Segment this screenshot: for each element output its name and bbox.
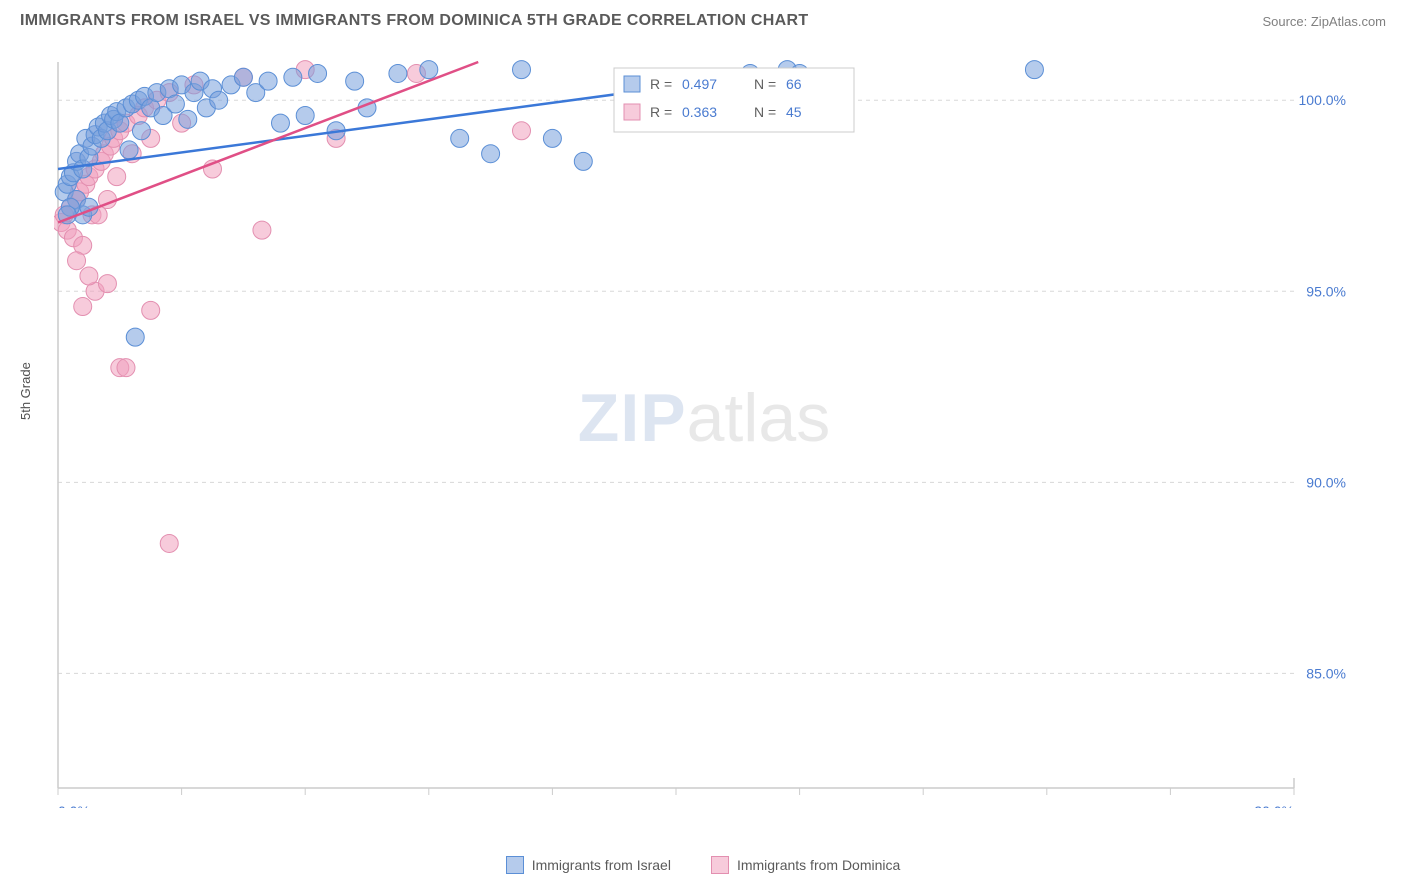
- source-attribution: Source: ZipAtlas.com: [1262, 14, 1386, 29]
- svg-text:100.0%: 100.0%: [1299, 92, 1346, 108]
- y-axis-title: 5th Grade: [18, 362, 33, 420]
- svg-text:N =: N =: [754, 76, 776, 92]
- legend-label-israel: Immigrants from Israel: [532, 857, 671, 873]
- svg-text:66: 66: [786, 76, 802, 92]
- svg-text:0.497: 0.497: [682, 76, 717, 92]
- bottom-legend: Immigrants from Israel Immigrants from D…: [0, 856, 1406, 874]
- chart-svg: 85.0% 90.0% 95.0% 100.0% 0.0% 20.0% R = 0.497 N …: [54, 58, 1354, 808]
- header-bar: IMMIGRANTS FROM ISRAEL VS IMMIGRANTS FRO…: [0, 0, 1406, 38]
- svg-text:20.0%: 20.0%: [1254, 803, 1294, 808]
- scatter-chart: 85.0% 90.0% 95.0% 100.0% 0.0% 20.0% R = 0.497 N …: [54, 58, 1354, 808]
- svg-text:R =: R =: [650, 76, 672, 92]
- legend-swatch-dominica: [711, 856, 729, 874]
- chart-title: IMMIGRANTS FROM ISRAEL VS IMMIGRANTS FRO…: [20, 12, 808, 30]
- legend-item-israel: Immigrants from Israel: [506, 856, 671, 874]
- svg-text:N =: N =: [754, 104, 776, 120]
- svg-text:90.0%: 90.0%: [1306, 474, 1346, 490]
- svg-text:45: 45: [786, 104, 802, 120]
- svg-text:95.0%: 95.0%: [1306, 283, 1346, 299]
- svg-text:85.0%: 85.0%: [1306, 665, 1346, 681]
- legend-swatch-israel: [506, 856, 524, 874]
- svg-text:0.363: 0.363: [682, 104, 717, 120]
- legend-item-dominica: Immigrants from Dominica: [711, 856, 900, 874]
- svg-text:0.0%: 0.0%: [58, 803, 90, 808]
- svg-text:R =: R =: [650, 104, 672, 120]
- legend-label-dominica: Immigrants from Dominica: [737, 857, 900, 873]
